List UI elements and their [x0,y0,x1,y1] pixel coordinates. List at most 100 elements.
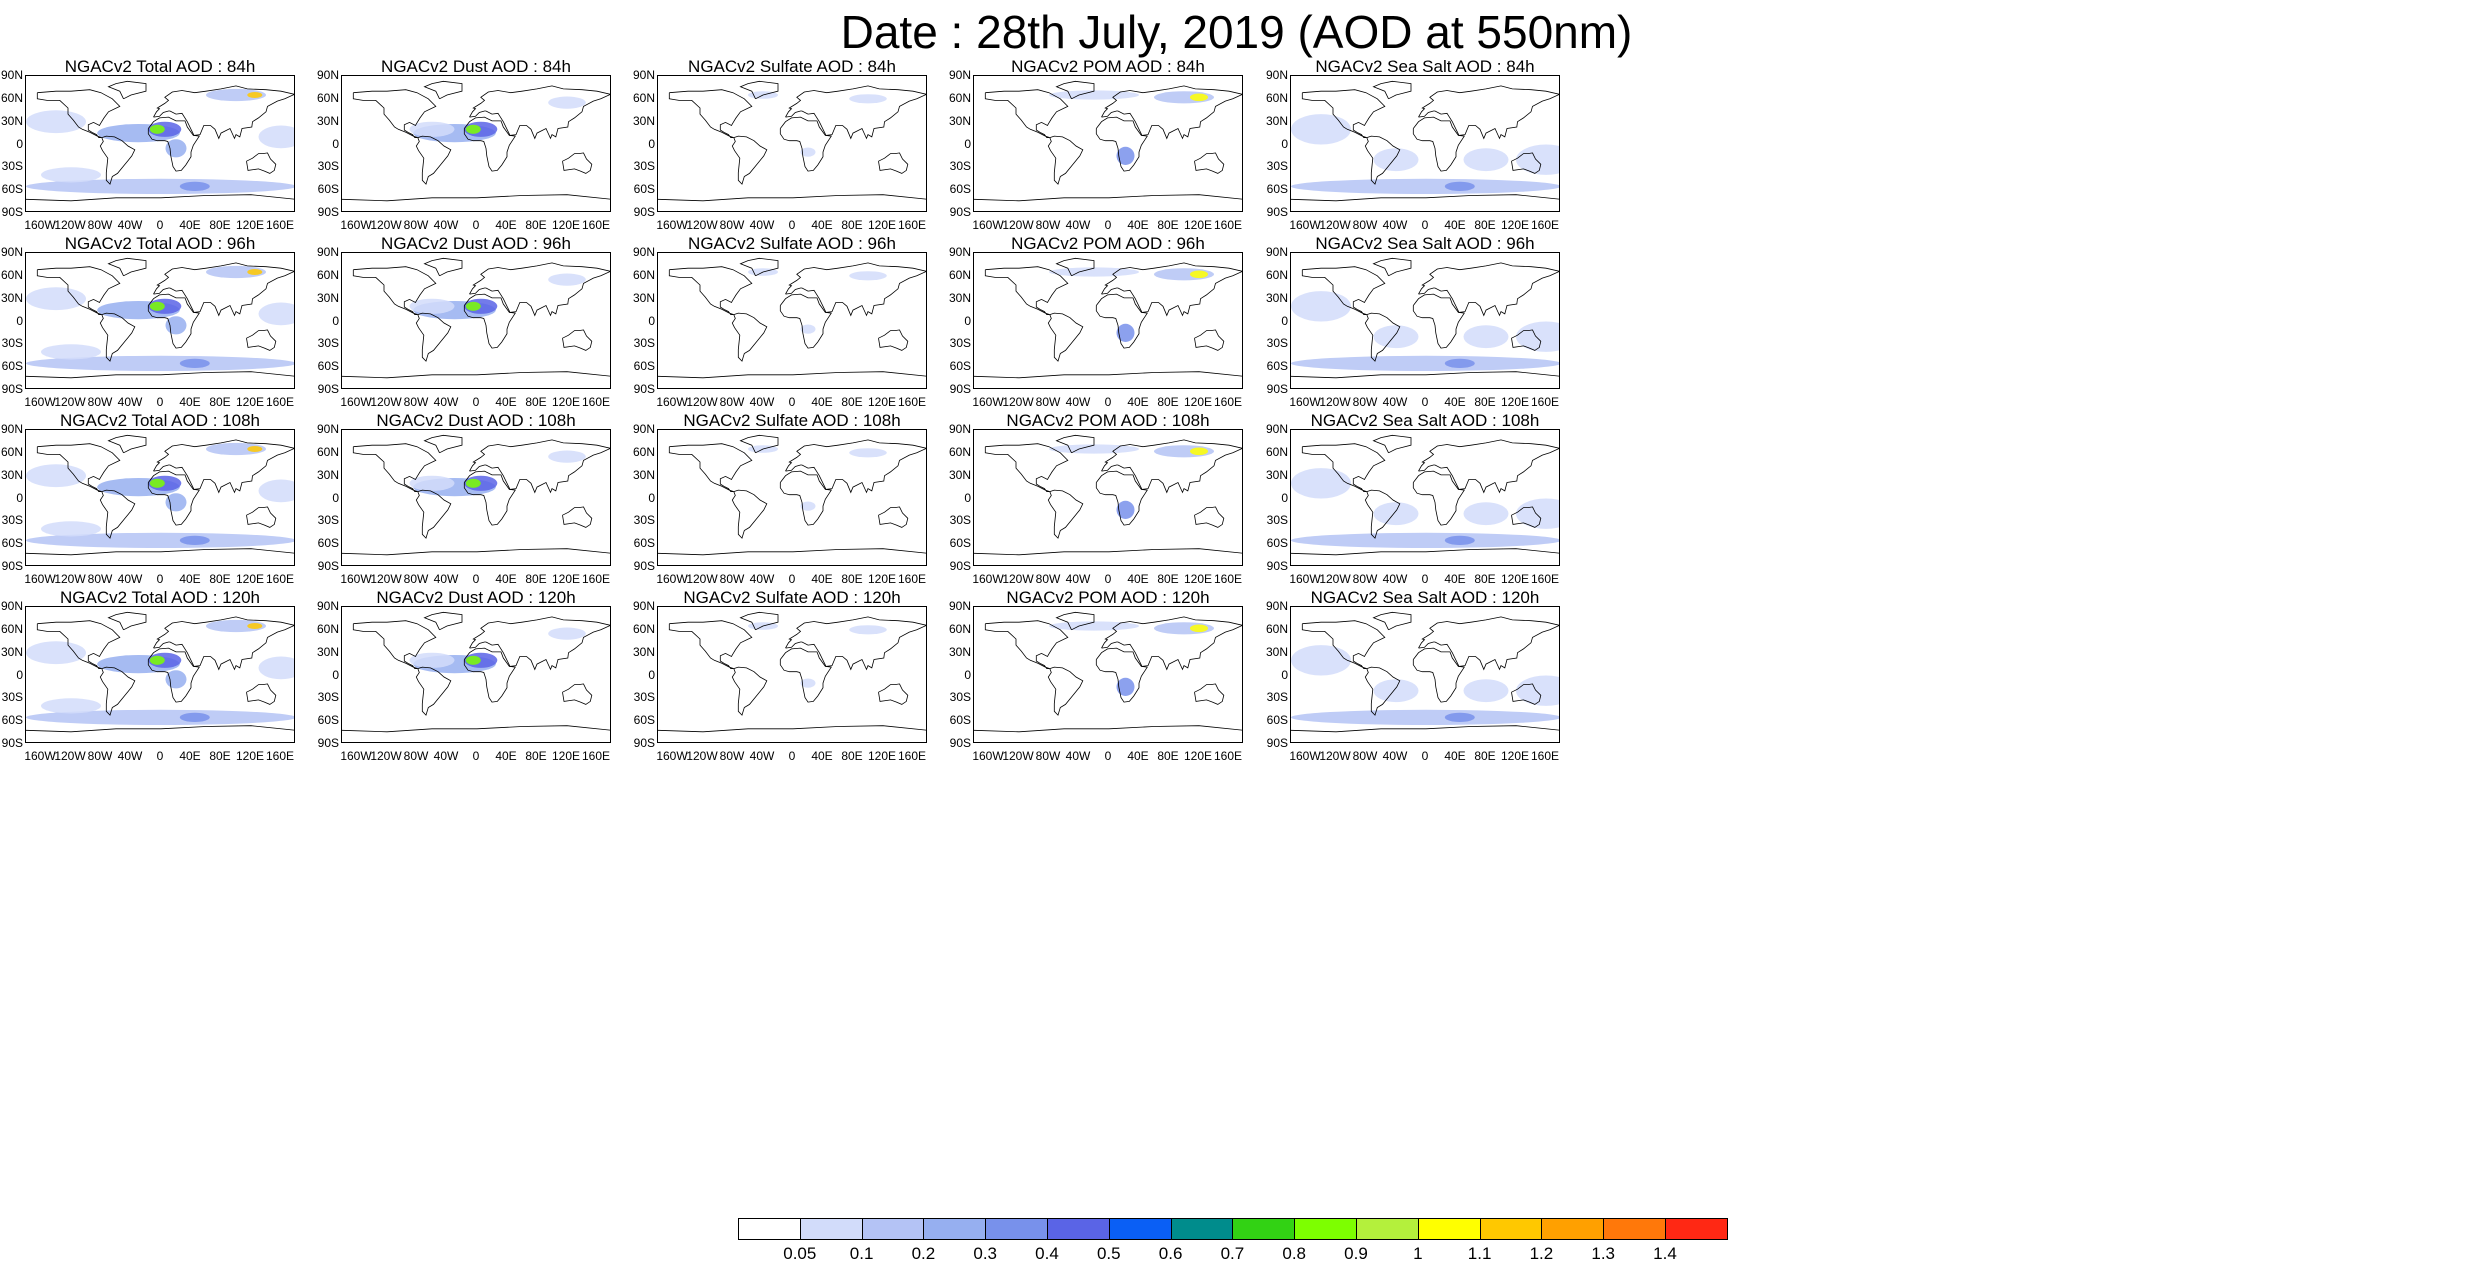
latitude-tick-label: 60S [633,182,655,197]
longitude-tick-label: 80E [841,572,863,586]
coastline [1372,257,1412,277]
longitude-tick-label: 40E [495,572,517,586]
longitude-tick-label: 80W [719,572,745,586]
coastline [785,85,926,140]
coastline [974,725,1242,733]
longitude-tick-label: 120W [686,218,718,232]
coastline [463,116,516,172]
latitude-tick-label: 0 [16,490,23,505]
aod-plume [849,94,887,104]
aod-plume [548,273,586,286]
longitude-tick-label: 80E [841,218,863,232]
longitude-tick-label: 120E [867,218,897,232]
map-frame [657,606,927,743]
longitude-tick-label: 120E [1500,395,1530,409]
aod-plume [1049,267,1139,277]
colorbar-label: 0.2 [911,1244,936,1263]
coastline [1055,257,1095,277]
longitude-tick-label: 80E [1474,395,1496,409]
coastline [1095,647,1148,703]
aod-plume [41,167,101,183]
colorbar-swatch [1108,1218,1172,1240]
coastline [785,616,926,671]
aod-plume [1190,624,1208,633]
longitude-tick-label: 160E [581,572,611,586]
longitude-tick-label: 40E [1444,218,1466,232]
aod-plume [1516,321,1559,352]
coastline [147,293,200,349]
colorbar-swatch [1047,1218,1110,1240]
coastline [1412,647,1465,703]
coastline [415,312,452,362]
latitude-tick-label: 30N [316,467,339,482]
coastline [423,257,463,277]
longitude-tick-label: 40W [1065,218,1091,232]
longitude-tick-label: 80W [87,749,113,763]
latitude-tick-label: 0 [648,667,655,682]
aod-plume [26,464,86,488]
aod-plume [206,619,266,633]
longitude-tick-label: 160E [1530,395,1560,409]
longitude-tick-label: 160W [1289,395,1321,409]
longitude-tick-label: 120E [867,572,897,586]
latitude-tick-label: 30N [948,290,971,305]
coastline [1364,312,1401,362]
longitude-tick-label: 80W [1352,218,1378,232]
coastline [1194,506,1225,528]
longitude-tick-label: 80W [87,395,113,409]
panel-title: NGACv2 Sea Salt AOD : 120h [1310,588,1540,607]
coastline [415,489,452,539]
longitude-tick-label: 80W [1035,395,1061,409]
longitude-tick-label: 40W [117,749,143,763]
aod-plume [206,88,266,102]
coastline [423,80,463,100]
aod-plume [206,442,266,456]
latitude-tick-label: 30S [633,336,655,351]
longitude-tick-label: 0 [1104,395,1112,409]
latitude-tick-label: 30N [0,113,23,128]
latitude-tick-label: 90N [1265,422,1288,436]
latitude-tick-label: 30S [1266,690,1288,705]
longitude-tick-label: 80E [1157,572,1179,586]
coastline [668,443,753,492]
longitude-tick-label: 120E [1183,395,1213,409]
coastline [658,194,926,202]
longitude-tick-label: 160E [897,395,927,409]
longitude-tick-label: 160E [581,749,611,763]
coastline [107,611,147,631]
aod-plume [465,301,481,311]
latitude-tick-label: 30N [0,644,23,659]
longitude-tick-label: 80W [87,572,113,586]
coastline [1101,439,1242,494]
latitude-tick-label: 60N [316,267,339,282]
longitude-tick-label: 160E [1530,749,1560,763]
latitude-tick-label: 0 [332,490,339,505]
longitude-tick-label: 80W [719,395,745,409]
latitude-tick-label: 0 [964,313,971,328]
coastline [658,548,926,556]
coastline [246,683,277,705]
coastline [779,293,832,349]
latitude-tick-label: 90N [316,599,339,613]
longitude-tick-label: 80E [525,218,547,232]
longitude-tick-label: 0 [1104,218,1112,232]
coastline [352,89,437,138]
colorbar-label: 1.1 [1467,1244,1492,1263]
latitude-tick-label: 60N [1265,621,1288,636]
longitude-tick-label: 40E [179,572,201,586]
aod-plume [1463,148,1509,172]
latitude-tick-label: 30S [949,513,971,528]
latitude-tick-label: 90S [317,382,339,396]
latitude-tick-label: 90N [632,422,655,436]
latitude-tick-label: 0 [332,136,339,151]
latitude-tick-label: 90N [632,68,655,82]
longitude-tick-label: 80W [403,218,429,232]
aod-plume [548,627,586,640]
longitude-tick-label: 160W [972,749,1004,763]
colorbar-swatch [861,1218,925,1240]
coastline [147,116,200,172]
coastline [36,89,121,138]
latitude-tick-label: 60S [633,536,655,551]
aod-plume [465,478,481,488]
coastline [153,616,294,671]
